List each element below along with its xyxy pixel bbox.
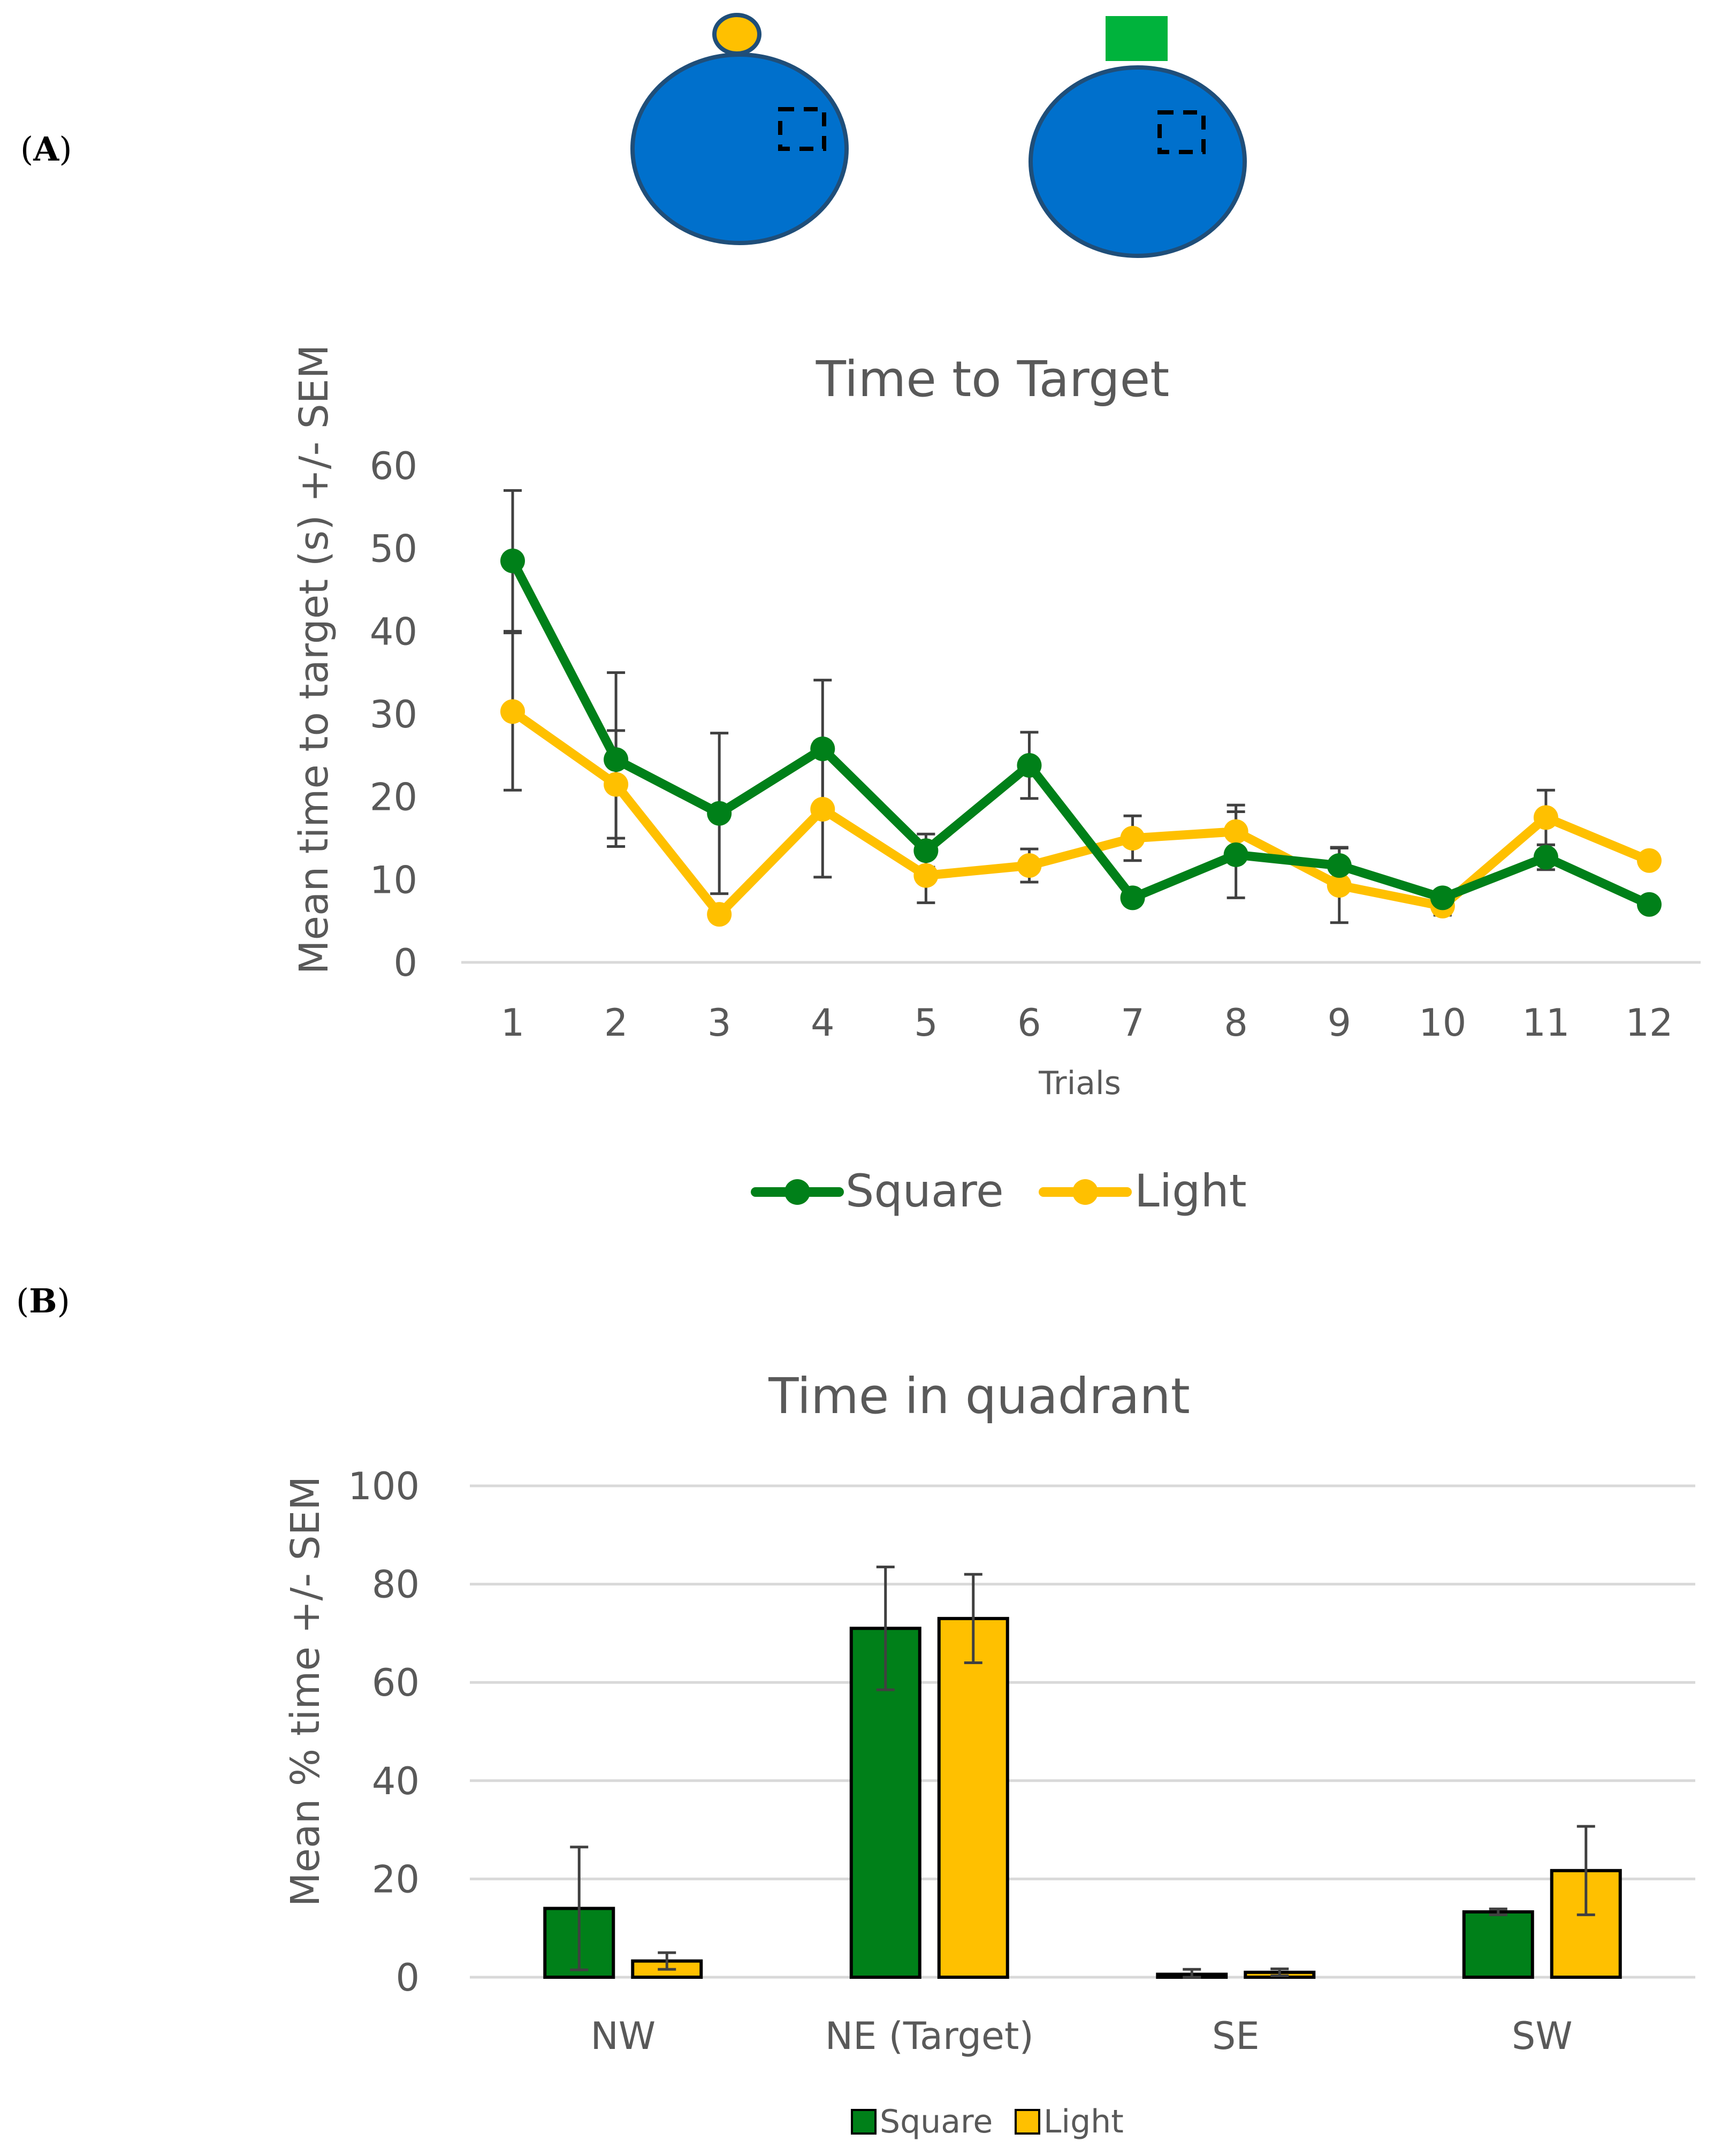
chart-b-y-ticks: 0 20 40 60 80 100 [348, 1464, 420, 2000]
chart-b-x-tick-label: SW [1512, 2014, 1573, 2058]
chart-a-x-tick-label: 6 [1017, 1001, 1041, 1045]
chart-b-bar-light [937, 1616, 1009, 1979]
chart-a-point-square [1120, 885, 1145, 910]
chart-a-point-square [1017, 753, 1042, 778]
chart-a-point-light [1327, 873, 1352, 898]
chart-a-y-tick-label: 40 [370, 610, 417, 654]
chart-a-point-light [1120, 826, 1145, 851]
chart-a-legend: Square Light [751, 1165, 1247, 1217]
chart-a-point-light [1533, 805, 1558, 830]
chart-b-y-tick-label: 100 [348, 1464, 420, 1508]
chart-a-point-square [1637, 892, 1662, 917]
chart-b-x-ticks: NW NE (Target) SE SW [590, 2014, 1572, 2058]
chart-b-bars [543, 1616, 1622, 1979]
chart-b-x-tick-label: SE [1212, 2014, 1260, 2058]
legend-square-marker [784, 1179, 810, 1205]
chart-a-point-square [1327, 853, 1352, 878]
chart-b-error-bar [964, 1573, 982, 1664]
chart-b-error-bar [876, 1565, 895, 1691]
pool-light-cue-diagram [630, 13, 849, 245]
chart-a-point-light [810, 796, 835, 822]
chart-b-y-tick-label: 0 [395, 1956, 420, 2000]
chart-a-point-light [1017, 853, 1042, 878]
chart-a-x-tick-label: 8 [1224, 1001, 1248, 1045]
chart-a-x-tick-label: 4 [811, 1001, 835, 1045]
panel-a-label: (A) [20, 130, 72, 169]
chart-a-point-square [1223, 842, 1248, 867]
chart-b-x-tick-label: NE (Target) [825, 2014, 1034, 2058]
chart-b-y-tick-label: 60 [372, 1661, 420, 1705]
chart-a-point-light [707, 902, 732, 927]
chart-b-error-bars [570, 1565, 1595, 1979]
chart-a-point-square [810, 736, 835, 761]
chart-a-x-tick-label: 5 [914, 1001, 938, 1045]
chart-b-bar-square [1462, 1910, 1534, 1979]
chart-b-error-bar [1270, 1967, 1289, 1977]
light-cue-icon [712, 13, 761, 56]
chart-a-point-square [1430, 885, 1455, 910]
chart-b-gridlines [470, 1484, 1695, 1979]
legend-light-swatch [1015, 2109, 1040, 2135]
chart-a-point-light [913, 863, 939, 888]
legend-square-swatch [851, 2109, 877, 2135]
chart-b-y-tick-label: 80 [372, 1563, 420, 1607]
chart-b-error-bar [570, 1846, 589, 1971]
pool-icon [1029, 65, 1247, 258]
chart-a-y-axis-title: Mean time to target (s) +/- SEM [291, 345, 337, 975]
legend-light-marker [1072, 1179, 1098, 1205]
chart-b-legend: Square Light [851, 2103, 1124, 2140]
chart-a-point-light [1637, 848, 1662, 873]
chart-a-point-light [1223, 819, 1248, 844]
hidden-platform-icon [778, 107, 826, 151]
chart-a-y-tick-label: 0 [393, 941, 417, 985]
chart-b-y-axis-title: Mean % time +/- SEM [283, 1476, 329, 1907]
time-in-quadrant-chart: Time in quadrant Mean % time +/- SEM 0 20… [283, 1368, 1695, 2140]
chart-b-y-tick-label: 40 [372, 1759, 420, 1803]
chart-a-point-square [913, 838, 939, 863]
chart-b-error-bar [1489, 1907, 1507, 1916]
chart-a-title: Time to Target [816, 351, 1170, 408]
legend-square-label: Square [880, 2103, 993, 2140]
chart-b-title: Time in quadrant [768, 1368, 1190, 1425]
chart-a-y-ticks: 0 10 20 30 40 50 60 [370, 444, 417, 985]
chart-a-x-tick-label: 9 [1327, 1001, 1351, 1045]
chart-a-x-tick-label: 3 [707, 1001, 732, 1045]
chart-a-line-square [508, 558, 1651, 909]
chart-a-x-ticks: 1 2 3 4 5 6 7 8 9 10 11 12 [501, 1001, 1673, 1045]
panel-b-label: (B) [16, 1281, 70, 1320]
chart-a-x-tick-label: 7 [1121, 1001, 1145, 1045]
chart-a-x-tick-label: 12 [1625, 1001, 1673, 1045]
chart-a-point-light [500, 699, 525, 724]
legend-square-label: Square [845, 1165, 1004, 1217]
square-cue-icon [1106, 16, 1168, 61]
pool-icon [630, 52, 849, 245]
time-to-target-chart: Time to Target Mean time to target (s) +… [291, 345, 1701, 1217]
chart-a-point-square [604, 747, 629, 772]
chart-a-point-square [500, 548, 525, 573]
legend-light-label: Light [1134, 1165, 1247, 1217]
chart-a-point-light [604, 772, 629, 797]
chart-a-point-square [1533, 845, 1558, 870]
chart-b-x-tick-label: NW [590, 2014, 656, 2058]
chart-b-error-bar [1576, 1825, 1595, 1916]
hidden-platform-icon [1157, 110, 1206, 154]
chart-a-x-tick-label: 10 [1419, 1001, 1466, 1045]
chart-a-y-tick-label: 50 [370, 527, 417, 571]
chart-b-error-bar [658, 1951, 676, 1971]
chart-b-error-bar [1183, 1968, 1201, 1979]
chart-a-point-square [707, 801, 732, 826]
chart-a-series-lines [500, 548, 1662, 927]
chart-a-x-tick-label: 11 [1522, 1001, 1570, 1045]
chart-a-y-tick-label: 20 [370, 776, 417, 819]
chart-a-x-tick-label: 2 [604, 1001, 628, 1045]
chart-a-y-tick-label: 60 [370, 444, 417, 488]
chart-a-x-axis-title: Trials [1038, 1065, 1121, 1102]
pool-square-cue-diagram [1029, 16, 1247, 258]
chart-a-x-tick-label: 1 [501, 1001, 525, 1045]
chart-b-y-tick-label: 20 [372, 1857, 420, 1901]
chart-a-y-tick-label: 30 [370, 693, 417, 737]
chart-a-y-tick-label: 10 [370, 858, 417, 902]
legend-light-label: Light [1043, 2103, 1124, 2140]
